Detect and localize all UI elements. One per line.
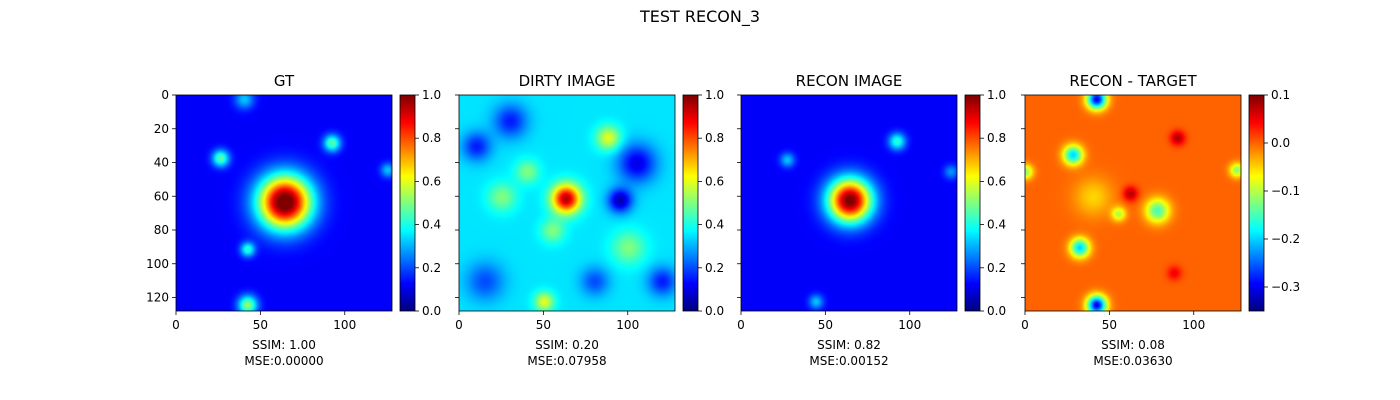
colorbar-tick-label: 0.6: [705, 174, 724, 188]
colorbar-tick-label: 0.4: [987, 218, 1006, 232]
x-tick-label: 100: [1182, 318, 1205, 332]
colorbar-tick-label: 0.2: [422, 261, 441, 275]
panel-3: RECON IMAGE 0 50 100 SSIM: 0.82 MSE:0.00152 0.…: [737, 72, 1006, 368]
y-tick-label: 100: [146, 257, 169, 271]
y-tick-label: 0: [161, 88, 169, 102]
colorbar-tick-label: 0.8: [987, 131, 1006, 145]
ssim-label: SSIM: 0.82: [817, 338, 881, 352]
colorbar-tick-label: 0.0: [422, 304, 441, 318]
mse-label: MSE:0.03630: [1093, 354, 1172, 368]
colorbar-frame: [1248, 94, 1265, 312]
heatmap-image: [459, 95, 675, 311]
heatmap-image: [741, 95, 957, 311]
x-tick-label: 50: [536, 318, 551, 332]
colorbar: [683, 95, 698, 311]
figure-suptitle: TEST RECON_3: [639, 7, 760, 27]
x-tick-label: 100: [898, 318, 921, 332]
colorbar-tick-label: 0.2: [987, 261, 1006, 275]
colorbar-tick-label: 0.6: [987, 174, 1006, 188]
colorbar-tick-label: −0.3: [1271, 280, 1300, 294]
panel-1: GT 0 50 100 0 20 40 60 80 100 120 SSIM: 1.00 MSE:0.0…: [146, 72, 441, 368]
x-tick-label: 0: [455, 318, 463, 332]
x-tick-label: 100: [333, 318, 356, 332]
colorbar-tick-label: 0.2: [705, 261, 724, 275]
colorbar-tick-label: 1.0: [422, 88, 441, 102]
x-tick-label: 50: [253, 318, 268, 332]
panel-title: RECON IMAGE: [796, 72, 903, 90]
ssim-label: SSIM: 0.08: [1101, 338, 1165, 352]
y-tick-label: 60: [154, 189, 169, 203]
mse-label: MSE:0.00152: [809, 354, 888, 368]
colorbar-tick-label: −0.2: [1271, 232, 1300, 246]
colorbar-tick-label: 1.0: [987, 88, 1006, 102]
ssim-label: SSIM: 1.00: [252, 338, 316, 352]
axes-frame: [175, 94, 393, 312]
x-tick-label: 0: [737, 318, 745, 332]
axes-frame: [1024, 94, 1242, 312]
heatmap-image: [176, 95, 392, 311]
panel-4: RECON - TARGET 0 50 100 SSIM: 0.08 MSE:0.0363…: [1021, 72, 1300, 368]
panels: GT 0 50 100 0 20 40 60 80 100 120 SSIM: 1.00 MSE:0.0…: [146, 72, 1300, 368]
x-tick-label: 0: [172, 318, 180, 332]
colorbar-frame: [964, 94, 981, 312]
colorbar: [400, 95, 415, 311]
x-tick-label: 50: [818, 318, 833, 332]
mse-label: MSE:0.00000: [244, 354, 323, 368]
y-tick-label: 120: [146, 291, 169, 305]
ssim-label: SSIM: 0.20: [535, 338, 599, 352]
panel-2: DIRTY IMAGE 0 50 100 SSIM: 0.20 MSE:0.07958 0.…: [455, 72, 724, 368]
colorbar-tick-label: 0.8: [422, 131, 441, 145]
colorbar-tick-label: 0.0: [705, 304, 724, 318]
colorbar-frame: [399, 94, 416, 312]
axes-frame: [740, 94, 958, 312]
colorbar-tick-label: 0.1: [1271, 88, 1290, 102]
panel-title: DIRTY IMAGE: [519, 72, 616, 90]
y-tick-label: 40: [154, 156, 169, 170]
colorbar-tick-label: 0.0: [987, 304, 1006, 318]
colorbar: [1249, 95, 1264, 311]
x-tick-label: 100: [616, 318, 639, 332]
x-tick-label: 0: [1021, 318, 1029, 332]
mse-label: MSE:0.07958: [527, 354, 606, 368]
colorbar-tick-label: 0.8: [705, 131, 724, 145]
colorbar: [965, 95, 980, 311]
colorbar-tick-label: 1.0: [705, 88, 724, 102]
colorbar-tick-label: 0.0: [1271, 136, 1290, 150]
x-tick-label: 50: [1102, 318, 1117, 332]
y-tick-label: 20: [154, 122, 169, 136]
y-tick-label: 80: [154, 223, 169, 237]
colorbar-frame: [682, 94, 699, 312]
panel-title: GT: [274, 72, 295, 90]
colorbar-tick-label: −0.1: [1271, 184, 1300, 198]
colorbar-tick-label: 0.6: [422, 174, 441, 188]
heatmap-image: [1025, 95, 1241, 311]
axes-frame: [458, 94, 676, 312]
colorbar-tick-label: 0.4: [705, 218, 724, 232]
colorbar-tick-label: 0.4: [422, 218, 441, 232]
panel-title: RECON - TARGET: [1069, 72, 1197, 90]
